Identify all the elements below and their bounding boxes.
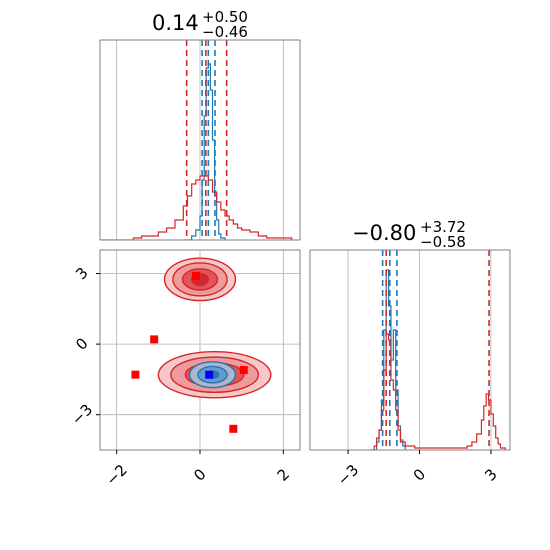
title-upper-param-1: +3.72: [420, 218, 466, 236]
y-tick-label-1: 0: [72, 334, 91, 353]
panel-bottom-left: −2 0 2 3 0 −3: [68, 249, 301, 489]
plot-area-bottom-right: [369, 250, 506, 450]
marker-0: [191, 271, 200, 280]
ticks-bottom-right: −3 0 3: [334, 450, 501, 489]
frame-top-left: [99, 39, 301, 241]
x-tick-label-2: 2: [274, 465, 293, 484]
plot-area-bottom-left: [131, 257, 272, 433]
x-tick-label-1: 0: [190, 465, 209, 484]
title-median-param-0: 0.14: [152, 11, 199, 35]
marker-1: [150, 335, 159, 344]
x-tick-label-0: −2: [102, 461, 130, 489]
y-tick-label-2: −3: [68, 401, 96, 429]
histogram-series-0: [371, 269, 406, 450]
title-median-param-1: −0.80: [352, 221, 416, 245]
grid-bottom-left: [100, 250, 300, 450]
plot-area-top-left: [100, 40, 293, 240]
histogram-series-0: [183, 63, 226, 240]
marker-4: [229, 424, 238, 433]
panel-bottom-right: −0.80 +3.72 −0.58 −3 0 3: [309, 218, 511, 489]
histogram-series-1: [100, 175, 293, 240]
title-lower-param-1: −0.58: [420, 233, 466, 251]
x-tick-label-0: −3: [334, 461, 362, 489]
grid-top-left: [116, 40, 284, 240]
frame-bottom-right: [309, 249, 511, 451]
title-lower-param-0: −0.46: [202, 23, 248, 41]
y-tick-label-0: 3: [72, 264, 91, 283]
marker-3: [239, 366, 248, 374]
x-tick-label-2: 3: [481, 465, 500, 484]
marker-2: [131, 370, 140, 379]
grid-bottom-right: [347, 250, 492, 450]
panel-top-left: 0.14 +0.50 −0.46: [99, 8, 301, 241]
marker-5: [205, 370, 214, 379]
histogram-series-1: [369, 333, 506, 450]
x-tick-label-1: 0: [410, 465, 429, 484]
title-upper-param-0: +0.50: [202, 8, 248, 26]
